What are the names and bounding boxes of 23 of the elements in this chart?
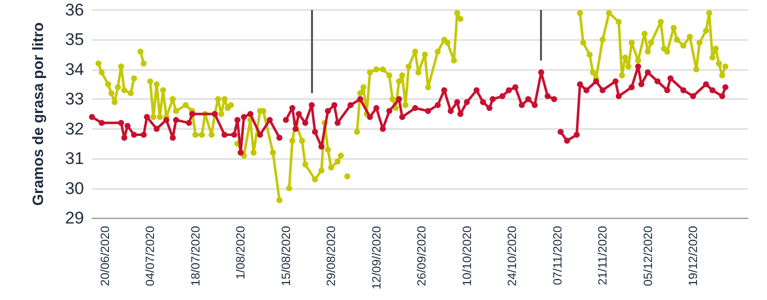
y-tick-label: 33 — [65, 90, 84, 109]
y-tick-label: 31 — [65, 149, 84, 168]
y-tick-label: 35 — [65, 30, 84, 50]
y-tick-label: 30 — [65, 178, 84, 198]
x-tick-label: 05/12/2020 — [640, 226, 655, 286]
x-tick-label: 1/08/2020 — [234, 226, 248, 280]
x-tick-label: 21/11/2020 — [596, 226, 610, 286]
x-tick-label: 15/08/2020 — [278, 226, 293, 286]
y-tick-label: 36 — [65, 0, 84, 20]
x-tick-label: 10/10/2020 — [460, 226, 474, 286]
x-tick-label: 18/07/2020 — [188, 226, 202, 286]
x-tick-label: 04/07/2020 — [143, 226, 158, 286]
x-tick-label: 07/11/2020 — [550, 226, 564, 286]
x-tick-label: 24/10/2020 — [505, 226, 520, 286]
x-tick-label: 20/06/2020 — [98, 226, 112, 286]
x-tick-label: 12/09//2020 — [369, 226, 384, 290]
x-tick-label: 26/09/2020 — [414, 226, 429, 286]
y-tick-label: 32 — [65, 119, 84, 138]
y-tick-label: 34 — [65, 60, 84, 79]
x-tick-label: 29/08/2020 — [324, 226, 338, 286]
y-tick-label: 29 — [65, 208, 84, 228]
y-axis-title: Gramos de grasa por litro — [30, 22, 47, 206]
x-tick-label: 19/12/2020 — [686, 226, 700, 286]
